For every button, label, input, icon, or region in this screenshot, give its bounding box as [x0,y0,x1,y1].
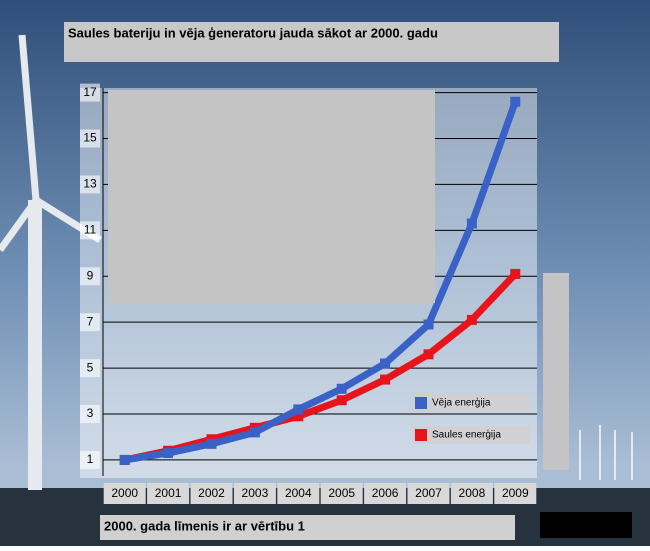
x-tick-bg [450,483,493,504]
point [249,427,260,438]
point [423,319,434,330]
x-tick-bg [407,483,450,504]
point [119,454,130,465]
x-tick-label: 2000 [111,486,138,500]
point [466,314,477,325]
side-box [543,273,569,470]
y-tick-bg [80,83,100,102]
x-tick-label: 2006 [372,486,399,500]
x-tick-bg [190,483,233,504]
y-tick-label: 9 [87,268,94,282]
x-tick-bg [233,483,276,504]
legend-label: Vēja enerģija [432,396,491,409]
x-tick-label: 2009 [502,486,529,500]
legend-bg [412,394,530,412]
x-tick-label: 2001 [155,486,182,500]
point [510,268,521,279]
x-tick-label: 2007 [415,486,442,500]
legend-label: Saules enerģija [432,428,501,441]
y-tick-bg [80,405,100,424]
y-tick-label: 1 [87,452,94,466]
x-tick-bg [103,483,146,504]
x-tick-bg [494,483,537,504]
legend-bg [412,426,530,444]
x-tick-bg [364,483,407,504]
x-tick-label: 2008 [459,486,486,500]
note: 2000. gada līmenis ir ar vērtību 1 [104,518,305,533]
x-tick-label: 2002 [198,486,225,500]
note-box [100,515,515,540]
x-tick-bg [147,483,190,504]
y-tick-label: 7 [87,314,94,328]
x-tick-label: 2003 [242,486,269,500]
y-tick-bg [80,175,100,194]
series-line [124,100,519,464]
point [293,411,304,422]
y-tick-bg [80,267,100,286]
point [293,404,304,415]
y-tick-bg [80,129,100,148]
legend-swatch [415,429,427,441]
overlay-box [108,90,435,303]
point [380,358,391,369]
chart-title: Saules bateriju in vēja ģeneratoru jauda… [68,25,438,40]
x-tick-label: 2004 [285,486,312,500]
turbines [0,34,633,490]
point [466,218,477,229]
y-tick-label: 3 [87,406,94,420]
x-tick-bg [277,483,320,504]
black-box [540,512,632,538]
point [336,383,347,394]
point [336,395,347,406]
y-tick-bg [80,221,100,240]
y-tick-bg [80,313,100,332]
x-tick-bg [320,483,363,504]
y-tick-bg [80,359,100,378]
y-tick-label: 13 [83,177,97,191]
point [163,448,174,459]
y-tick-bg [80,450,100,469]
y-tick-label: 5 [87,360,94,374]
point [380,374,391,385]
point [423,349,434,360]
y-tick-label: 17 [83,85,97,99]
point [510,96,521,107]
legend-swatch [415,397,427,409]
y-tick-label: 11 [84,223,97,237]
x-tick-label: 2005 [328,486,355,500]
point [206,438,217,449]
y-tick-label: 15 [83,131,97,145]
title-box [64,22,559,62]
